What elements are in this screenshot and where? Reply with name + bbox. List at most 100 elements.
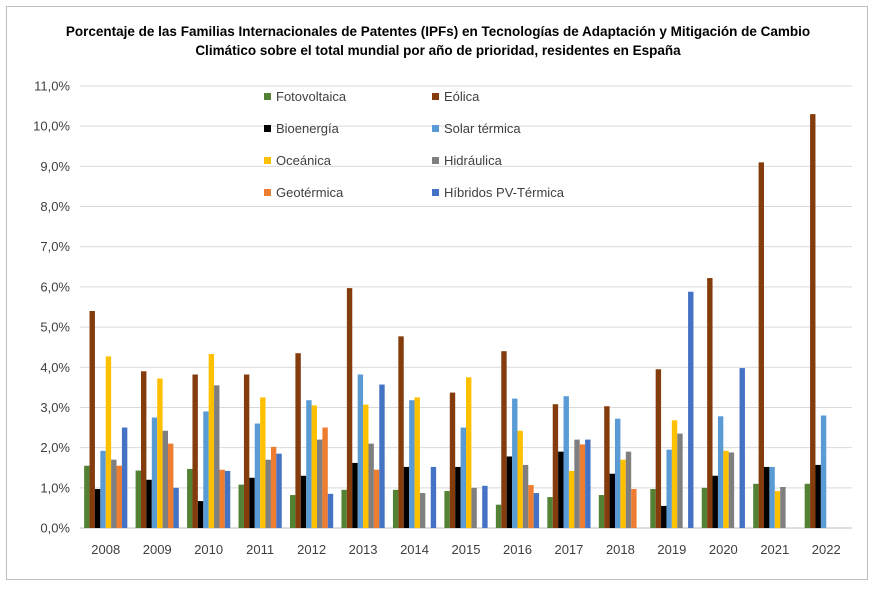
bar [495,504,502,528]
x-tick-label: 2018 [606,542,635,557]
y-tick-label: 7,0% [40,239,70,254]
x-tick-label: 2019 [657,542,686,557]
bar [615,418,621,528]
legend-swatch [264,125,271,132]
bar [403,466,410,528]
legend-label: Solar térmica [444,121,521,136]
bar [769,466,775,528]
bar [295,353,301,528]
bar [346,288,353,528]
x-tick-label: 2012 [297,542,326,557]
bar [141,371,147,528]
bar [620,459,626,528]
y-tick-label: 5,0% [40,320,70,335]
bar [574,439,580,528]
bar [568,470,575,528]
bar [430,466,437,528]
legend-label: Fotovoltaica [276,89,347,104]
bar [579,444,586,528]
bar [533,493,540,528]
bar [512,398,518,528]
x-tick-label: 2022 [812,542,841,557]
bar [89,311,95,528]
bar [84,465,90,528]
x-tick-label: 2016 [503,542,532,557]
bar [105,356,112,528]
legend-swatch [264,93,271,100]
x-tick-label: 2010 [194,542,223,557]
legend-label: Hidráulica [444,153,503,168]
bar [260,397,266,528]
bar [522,464,529,528]
bar [631,489,637,528]
y-tick-label: 1,0% [40,480,70,495]
bar [804,483,811,528]
x-tick-label: 2017 [554,542,583,557]
legend-label: Bioenergía [276,121,340,136]
y-tick-label: 3,0% [40,400,70,415]
legend-swatch [432,189,439,196]
bar [444,491,450,528]
x-tick-label: 2014 [400,542,429,557]
bar [414,397,420,528]
legend-swatch [432,157,439,164]
bar [419,493,426,528]
bar [379,384,385,528]
bar [265,459,271,528]
legend-label: Híbridos PV-Térmica [444,185,565,200]
bar [368,443,374,528]
bar [764,466,770,528]
bar [728,452,735,528]
bar [363,404,369,528]
x-tick-label: 2020 [709,542,738,557]
bar [563,396,569,528]
bar [116,465,122,528]
bar [146,479,152,528]
bar [701,487,708,528]
bar [460,427,466,528]
bar [558,451,564,528]
bar [661,505,667,528]
x-tick-label: 2009 [143,542,172,557]
bar [290,495,296,528]
y-tick-label: 11,0% [34,79,70,94]
bar [466,377,472,528]
chart-title-line-1: Porcentaje de las Familias Internacional… [65,24,811,39]
bar [712,475,718,528]
bar [306,400,312,528]
bar [151,417,158,528]
bar [774,491,781,528]
legend-label: Eólica [444,89,480,104]
y-tick-label: 9,0% [40,159,70,174]
bar [677,433,683,528]
bar [357,374,364,528]
bar [552,404,559,528]
legend-swatch [432,125,439,132]
bar [455,466,461,528]
bar [609,473,615,528]
legend-swatch [264,157,271,164]
bar [655,369,662,528]
legend-swatch [264,189,271,196]
bar [162,430,168,528]
bar [111,459,117,528]
bar [707,278,713,528]
bar [197,501,204,528]
bar [501,351,507,528]
bar [598,495,605,528]
bar [168,443,174,528]
y-tick-label: 4,0% [40,360,70,375]
bar [409,400,415,528]
bar [157,378,163,528]
x-tick-label: 2011 [246,542,274,557]
bar [449,392,456,528]
bar [238,484,244,528]
bar [671,420,678,528]
x-tick-label: 2015 [452,542,481,557]
bar [815,464,821,528]
bar [625,451,632,528]
bar [471,487,477,528]
bar [327,493,334,528]
bar [135,470,141,528]
